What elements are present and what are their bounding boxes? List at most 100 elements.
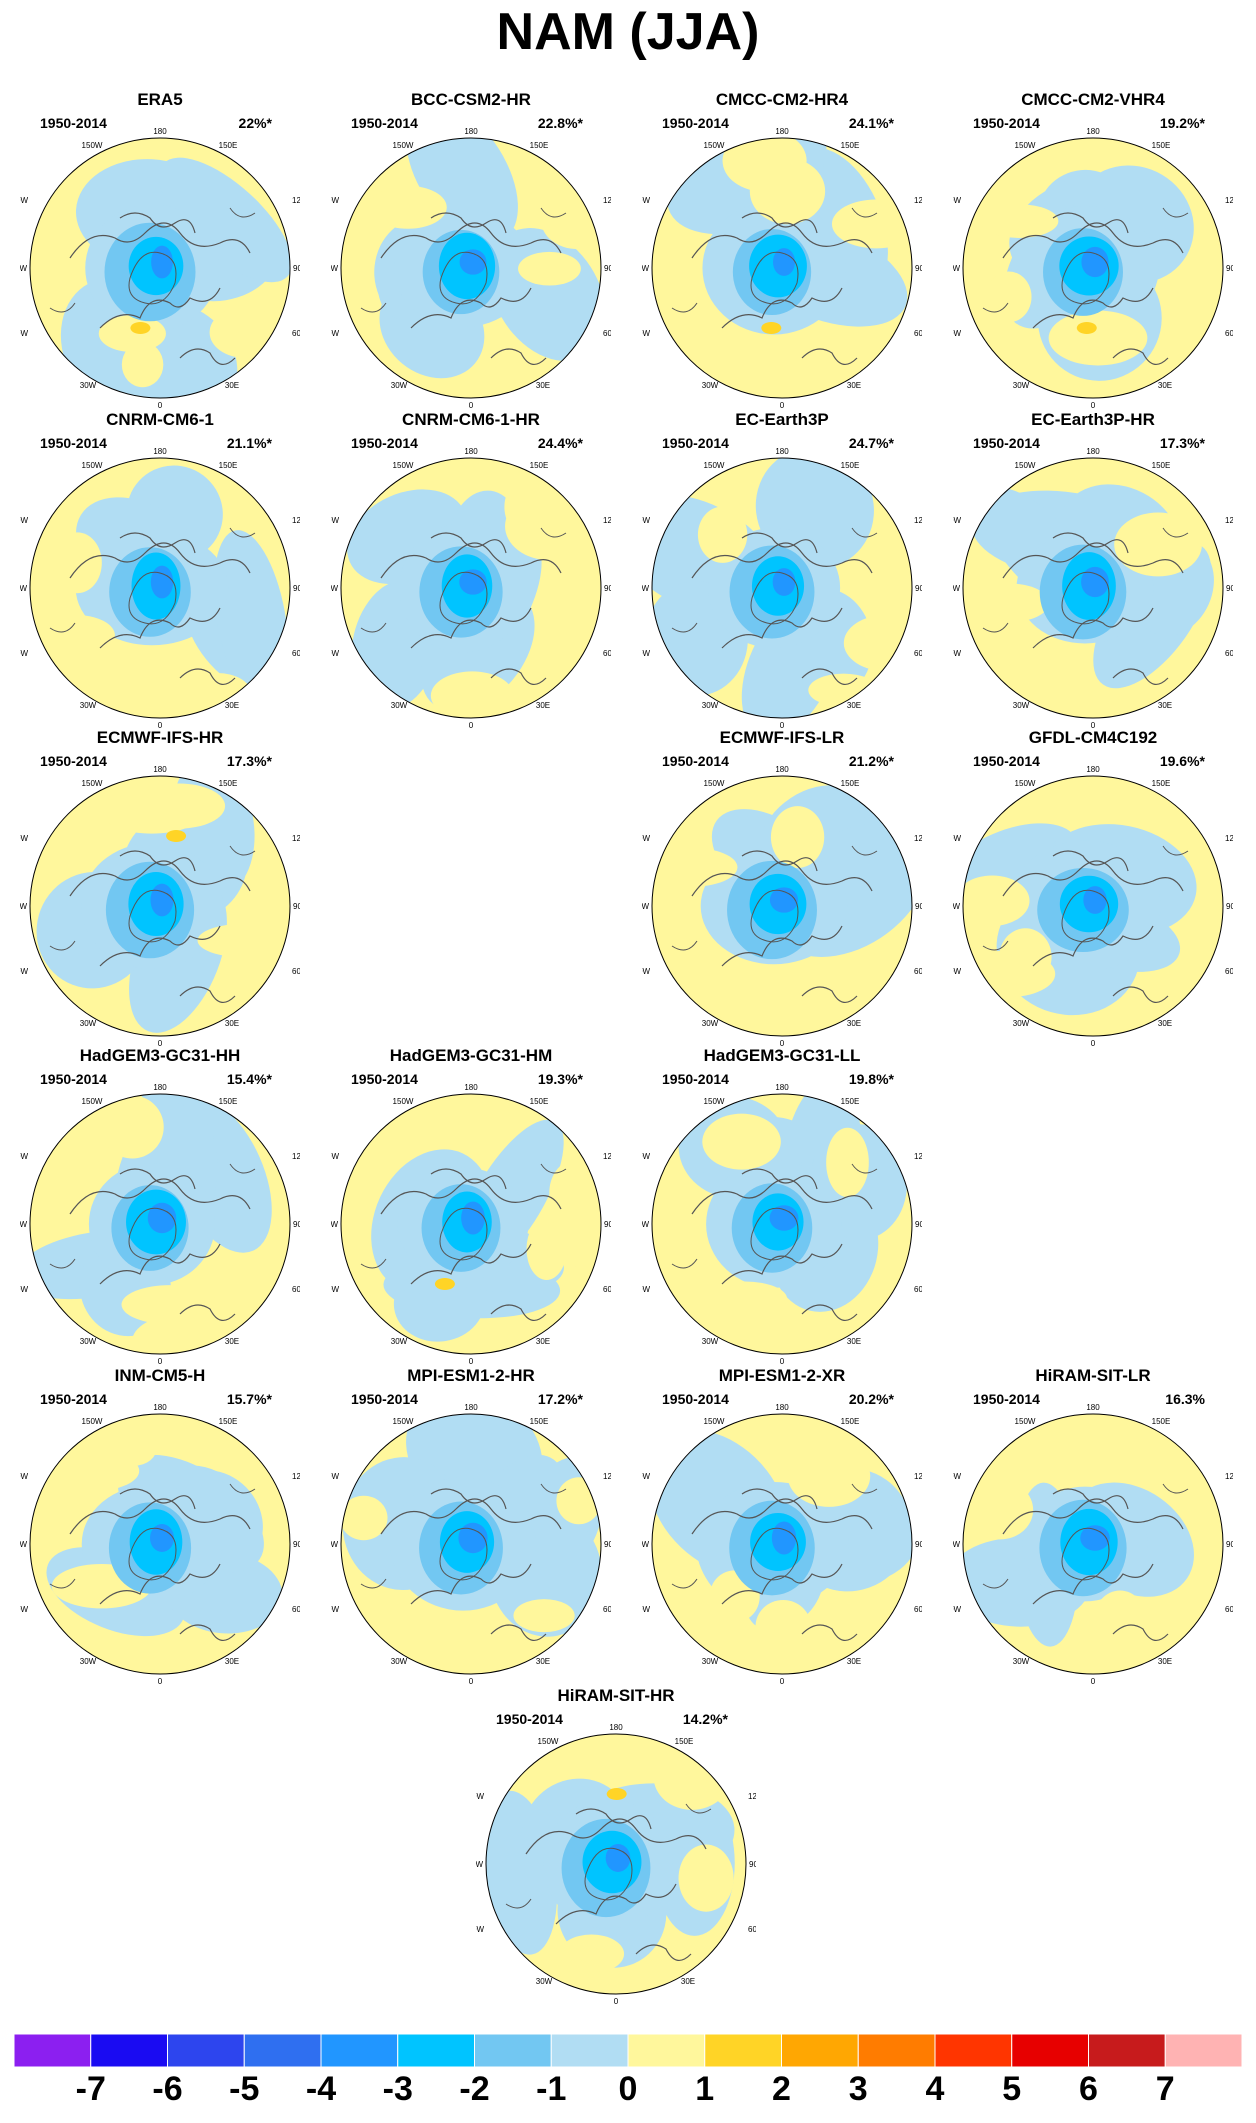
longitude-label: 30W [1013,381,1030,390]
figure-title: NAM (JJA) [496,3,760,61]
colorbar-swatch [934,2034,1013,2068]
longitude-label: 30E [847,701,861,710]
longitude-label: 60W [953,1605,961,1614]
longitude-label: 150W [393,1417,414,1426]
longitude-label: 0 [469,721,474,730]
panel-variance-percent: 17.3%* [226,753,272,769]
longitude-label: 0 [780,1039,785,1048]
panel-title: MPI-ESM1-2-XR [718,1366,846,1385]
longitude-label: 30W [391,1337,408,1346]
longitude-label: 150E [530,1417,549,1426]
longitude-label: 60E [292,1605,300,1614]
map-panel: 180 150W 150E 120W 120E 90W 90E 60W 60E 30W 30E 0 IN… [20,1366,300,1686]
colorbar-swatch [704,2034,782,2068]
longitude-label: 150E [219,1417,238,1426]
longitude-label: 150E [530,461,549,470]
panel-variance-percent: 14.2%* [682,1711,728,1727]
longitude-label: 0 [1091,1677,1096,1686]
polar-stereographic-map: 180 150W 150E 120W 120E 90W 90E 60W 60E 30W 30E 0 [20,765,300,1048]
polar-stereographic-map: 180 150W 150E 120W 120E 90W 90E 60W 60E 30W 30E 0 [642,127,922,410]
panel-period: 1950-2014 [662,1071,729,1087]
longitude-label: 120E [1225,1472,1233,1481]
panel-variance-percent: 17.2%* [537,1391,583,1407]
longitude-label: 90W [331,584,338,593]
longitude-label: 180 [775,765,789,774]
panel-variance-percent: 19.6%* [1159,753,1205,769]
longitude-label: 30E [225,1019,239,1028]
colorbar-tick-label: 2 [772,2070,791,2108]
longitude-label: 180 [775,1083,789,1092]
colorbar [14,2034,1242,2068]
panel-variance-percent: 19.3%* [537,1071,583,1087]
longitude-label: 120W [953,196,961,205]
longitude-label: 90E [293,1220,300,1229]
panel-period: 1950-2014 [40,1391,107,1407]
map-panel: 180 150W 150E 120W 120E 90W 90E 60W 60E 30W 30E 0 GF… [953,728,1233,1048]
longitude-label: 150W [82,141,103,150]
longitude-label: 30E [1158,701,1172,710]
panel-period: 1950-2014 [40,1071,107,1087]
longitude-label: 120W [953,1472,961,1481]
longitude-label: 120W [642,516,650,525]
longitude-label: 90W [642,1220,649,1229]
longitude-label: 90W [642,902,649,911]
longitude-label: 150W [82,461,103,470]
longitude-label: 0 [469,401,474,410]
longitude-label: 60E [603,1605,611,1614]
map-panel: 180 150W 150E 120W 120E 90W 90E 60W 60E 30W 30E 0 Ha… [331,1046,611,1366]
colorbar-swatch [627,2034,706,2068]
map-panel: 180 150W 150E 120W 120E 90W 90E 60W 60E 30W 30E 0 EC… [642,728,922,1048]
longitude-label: 90E [915,264,922,273]
colorbar-tick-label: 7 [1155,2070,1175,2108]
longitude-label: 180 [153,765,167,774]
panel-title: INM-CM5-H [114,1366,206,1385]
longitude-label: 60E [603,329,611,338]
longitude-label: 120W [642,1152,650,1161]
longitude-label: 30E [225,701,239,710]
longitude-label: 60W [20,967,28,976]
colorbar-swatch [781,2034,859,2068]
longitude-label: 90E [1226,902,1233,911]
longitude-label: 90W [20,584,27,593]
longitude-label: 120E [292,1152,300,1161]
colorbar-swatch [474,2034,552,2068]
longitude-label: 60E [292,649,300,658]
longitude-label: 120W [331,196,339,205]
longitude-label: 120E [914,196,922,205]
longitude-label: 0 [158,401,163,410]
colorbar-swatch [320,2034,399,2068]
longitude-label: 90E [293,264,300,273]
longitude-label: 120E [603,1472,611,1481]
longitude-label: 180 [153,447,167,456]
longitude-label: 90W [20,264,27,273]
longitude-label: 90E [293,1540,300,1549]
longitude-label: 0 [158,1357,163,1366]
panel-title: MPI-ESM1-2-HR [407,1366,535,1385]
longitude-label: 120W [20,1472,28,1481]
longitude-label: 150W [393,1097,414,1106]
longitude-label: 90W [642,1540,649,1549]
colorbar-tick-label: -1 [536,2070,567,2108]
longitude-label: 120W [20,196,28,205]
panel-period: 1950-2014 [973,1391,1040,1407]
longitude-label: 90E [604,264,611,273]
longitude-label: 120E [292,1472,300,1481]
longitude-label: 120E [1225,196,1233,205]
longitude-label: 0 [780,721,785,730]
longitude-label: 60E [292,967,300,976]
longitude-label: 30E [847,1337,861,1346]
longitude-label: 30E [1158,1657,1172,1666]
panel-title: EC-Earth3P [735,410,829,429]
longitude-label: 30W [1013,701,1030,710]
longitude-label: 30E [847,1019,861,1028]
longitude-label: 90W [20,902,27,911]
longitude-label: 60E [1225,329,1233,338]
longitude-label: 90W [331,1220,338,1229]
panel-period: 1950-2014 [496,1711,563,1727]
panel-title: ECMWF-IFS-HR [96,728,224,747]
longitude-label: 30W [702,1657,719,1666]
longitude-label: 30W [702,1019,719,1028]
polar-stereographic-map: 180 150W 150E 120W 120E 90W 90E 60W 60E 30W 30E 0 [953,765,1233,1048]
longitude-label: 30E [536,701,550,710]
longitude-label: 120E [603,516,611,525]
